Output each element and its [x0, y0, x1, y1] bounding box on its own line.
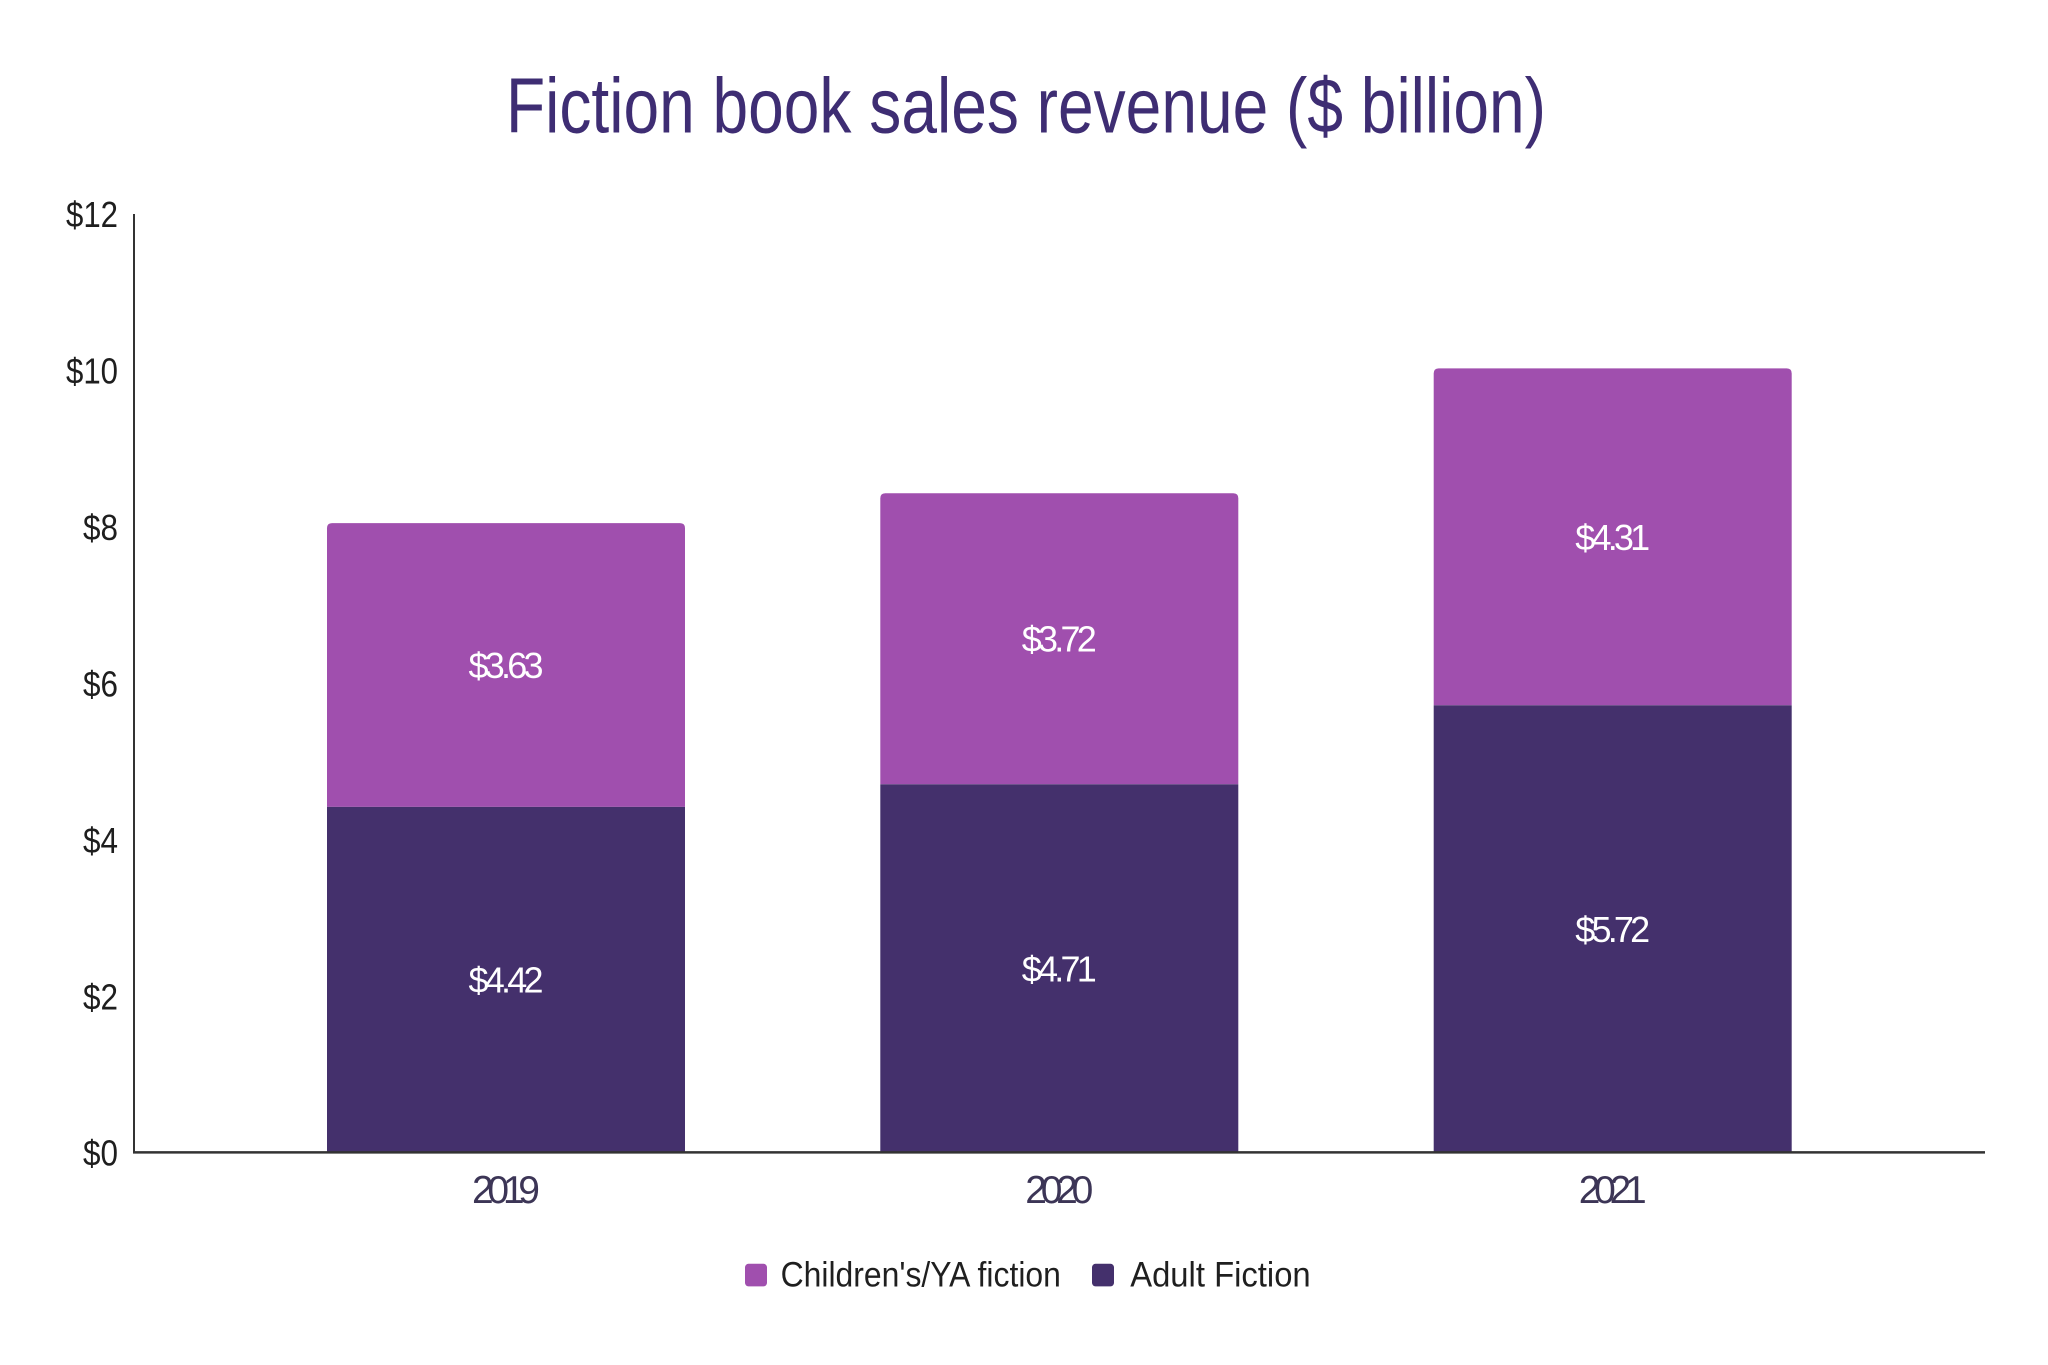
svg-text:$4: $4 — [83, 820, 118, 861]
svg-text:$4.31: $4.31 — [1575, 517, 1650, 558]
svg-text:Children's/YA fiction: Children's/YA fiction — [781, 1255, 1061, 1294]
svg-text:$6: $6 — [83, 663, 118, 704]
svg-text:2020: 2020 — [1025, 1169, 1093, 1212]
svg-text:$2: $2 — [83, 976, 118, 1017]
svg-text:$8: $8 — [83, 507, 118, 548]
svg-text:Fiction book sales revenue ($: Fiction book sales revenue ($ billion) — [506, 62, 1546, 150]
svg-text:$3.72: $3.72 — [1022, 619, 1097, 660]
svg-text:$0: $0 — [83, 1133, 118, 1174]
svg-text:$4.42: $4.42 — [469, 960, 544, 1001]
svg-text:$4.71: $4.71 — [1022, 948, 1097, 989]
svg-text:2021: 2021 — [1579, 1169, 1647, 1212]
svg-text:$10: $10 — [66, 350, 118, 391]
svg-text:2019: 2019 — [472, 1169, 540, 1212]
svg-text:Adult Fiction: Adult Fiction — [1130, 1255, 1311, 1294]
svg-text:$5.72: $5.72 — [1575, 909, 1650, 950]
svg-text:$3.63: $3.63 — [469, 645, 544, 686]
svg-text:$12: $12 — [66, 194, 118, 235]
